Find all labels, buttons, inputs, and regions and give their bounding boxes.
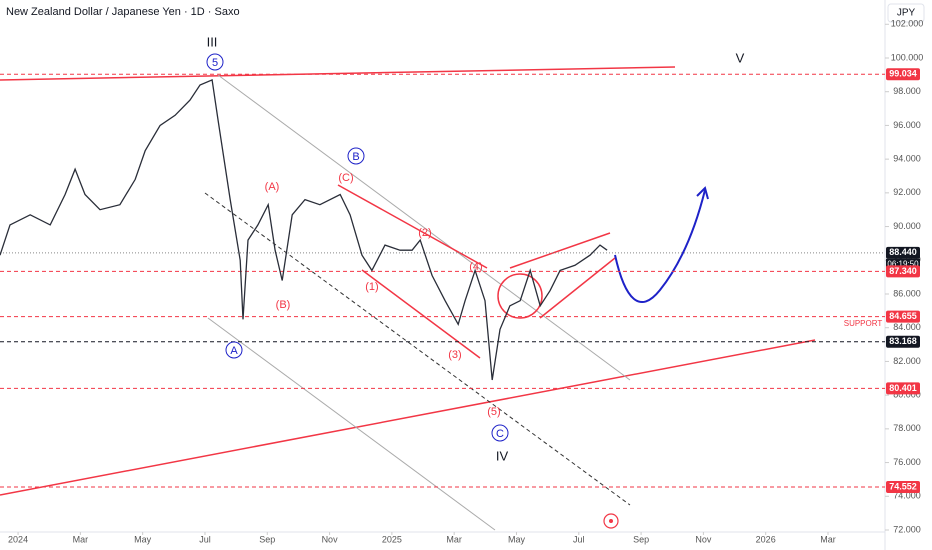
wave-label: (B) — [276, 299, 291, 311]
wave-circle — [206, 53, 224, 71]
price-label: 74.552 — [889, 481, 917, 491]
wave-label: A — [230, 345, 238, 357]
y-tick-label: 90.000 — [893, 221, 921, 231]
x-tick-label: Sep — [259, 534, 275, 544]
wedge-line — [539, 257, 616, 319]
trend-line — [0, 66, 676, 81]
target-marker — [603, 513, 619, 529]
price-line — [0, 78, 608, 381]
currency: JPY — [897, 8, 916, 19]
wave-label: B — [352, 151, 359, 163]
y-tick-label: 100.000 — [891, 52, 924, 62]
x-tick-label: 2024 — [8, 534, 28, 544]
channel-line — [207, 317, 496, 531]
x-tick-label: Jul — [199, 534, 211, 544]
countdown: 06:19:50 — [887, 259, 919, 268]
y-tick-label: 76.000 — [893, 457, 921, 467]
wave-label: (2) — [418, 227, 431, 239]
price-label: 84.655 — [889, 311, 917, 321]
price-label-bg — [886, 382, 920, 395]
currency-box — [887, 3, 925, 23]
wave-circle — [347, 147, 365, 165]
price-label: 83.168 — [889, 336, 917, 346]
wave-label: V — [736, 50, 745, 65]
x-tick-label: May — [508, 534, 526, 544]
wave-label: (4) — [469, 261, 482, 273]
wave-label: 5 — [212, 57, 218, 69]
y-tick-label: 78.000 — [893, 423, 921, 433]
wave-circle — [225, 341, 243, 359]
channel-line — [204, 192, 631, 506]
y-tick-label: 84.000 — [893, 322, 921, 332]
wave-circle — [491, 424, 509, 442]
wave-label: III — [207, 34, 218, 49]
projection — [614, 189, 706, 303]
x-tick-label: Sep — [633, 534, 649, 544]
trend-line — [0, 339, 816, 496]
price-label: 80.401 — [889, 383, 917, 393]
drawings — [0, 66, 816, 531]
y-tick-label: 80.000 — [893, 390, 921, 400]
x-tick-label: Jul — [573, 534, 585, 544]
wave-label: (1) — [365, 281, 378, 293]
x-tick-label: May — [134, 534, 152, 544]
wave-label: (C) — [338, 172, 353, 184]
channel-line — [337, 184, 488, 269]
wedge-line — [509, 232, 611, 269]
price-label-bg — [886, 68, 920, 81]
countdown-bg — [886, 258, 920, 270]
y-tick-label: 74.000 — [893, 491, 921, 501]
price-label-bg — [886, 265, 920, 278]
wave-label: C — [496, 428, 504, 440]
y-tick-label: 96.000 — [893, 120, 921, 130]
x-tick-label: Nov — [322, 534, 339, 544]
wave-label: SUPPORT — [844, 319, 883, 328]
y-tick-label: 102.000 — [891, 19, 924, 29]
y-tick-label: 86.000 — [893, 288, 921, 298]
y-tick-label: 82.000 — [893, 356, 921, 366]
highlight-circle — [497, 273, 543, 319]
x-tick-label: 2025 — [382, 534, 402, 544]
y-tick-label: 92.000 — [893, 187, 921, 197]
price-label-bg — [886, 310, 920, 323]
chart-title: New Zealand Dollar / Japanese Yen · 1D ·… — [6, 6, 240, 18]
price-label-bg — [886, 480, 920, 493]
y-tick-label: 94.000 — [893, 154, 921, 164]
projection-arrow — [696, 186, 709, 200]
wave-label: (3) — [448, 349, 461, 361]
y-tick-label: 98.000 — [893, 86, 921, 96]
x-tick-label: Mar — [446, 534, 462, 544]
wave-label: IV — [496, 448, 509, 463]
target-marker — [609, 519, 613, 523]
price-label: 88.440 — [889, 247, 917, 257]
price-label-bg — [886, 246, 920, 259]
channel-line — [361, 269, 481, 359]
price-label: 87.340 — [889, 266, 917, 276]
x-tick-label: Nov — [695, 534, 712, 544]
wave-label: (A) — [265, 181, 280, 193]
x-tick-label: Mar — [73, 534, 89, 544]
price-label: 99.034 — [889, 69, 917, 79]
wave-label: (5) — [487, 406, 500, 418]
x-tick-label: 2026 — [756, 534, 776, 544]
x-tick-label: Mar — [820, 534, 836, 544]
channel-line — [217, 74, 631, 381]
price-label-bg — [886, 335, 920, 348]
y-tick-label: 72.000 — [893, 524, 921, 534]
